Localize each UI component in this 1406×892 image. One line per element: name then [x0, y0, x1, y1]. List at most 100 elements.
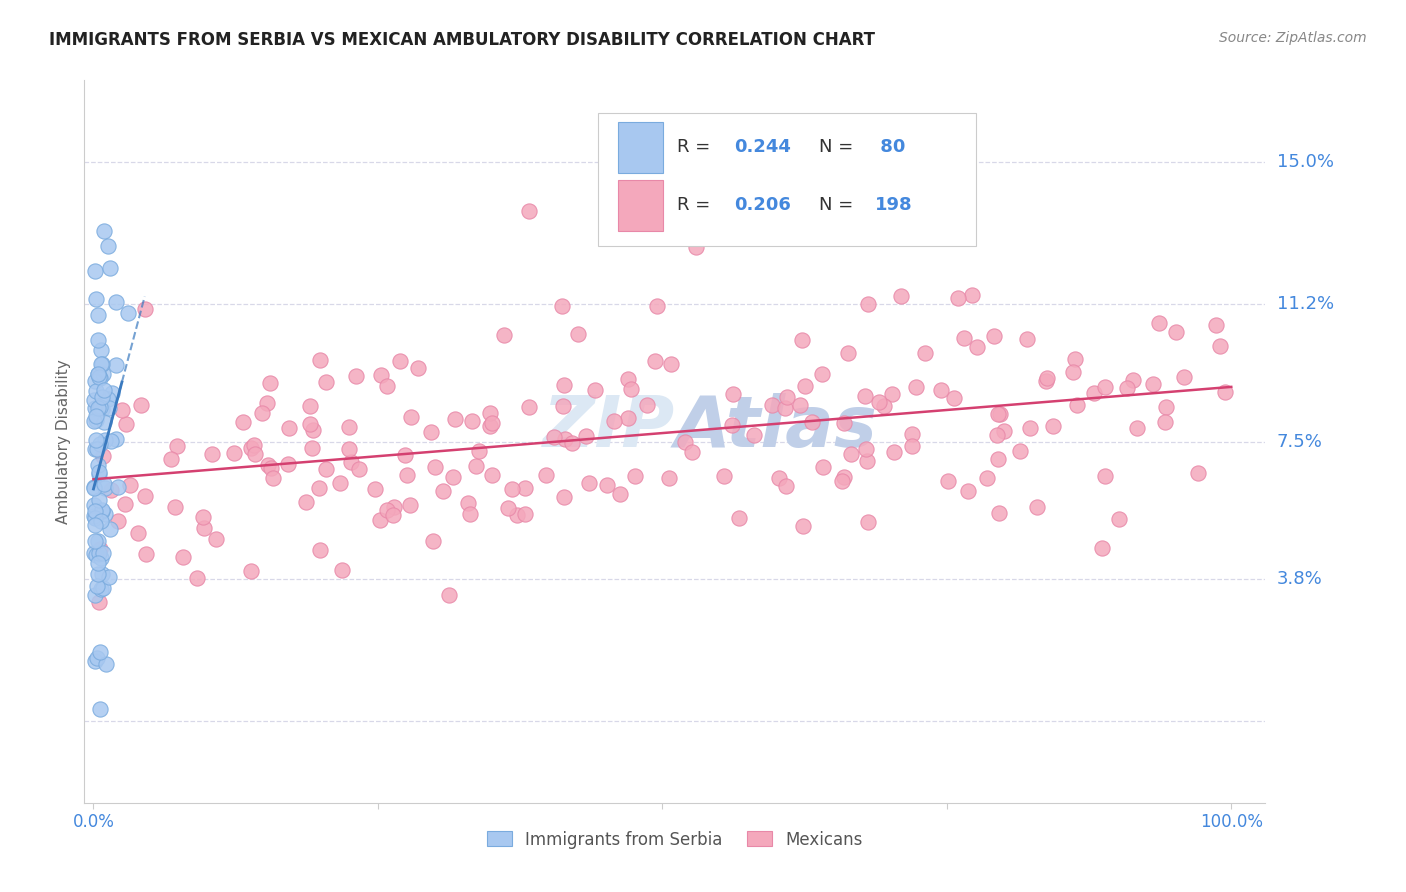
Text: 198: 198 — [875, 195, 912, 213]
Point — [721, 418, 744, 433]
Point — [100, 483, 122, 497]
Point — [114, 497, 136, 511]
Point — [1122, 373, 1144, 387]
Point — [609, 487, 631, 501]
Point — [83, 264, 105, 278]
Point — [91, 401, 114, 416]
Point — [94, 481, 117, 495]
Point — [193, 521, 215, 535]
Point — [811, 367, 834, 381]
Point — [444, 411, 467, 425]
Point — [856, 296, 879, 310]
Point — [441, 470, 464, 484]
Point — [659, 357, 682, 371]
Point — [83, 480, 105, 494]
Point — [900, 440, 922, 454]
Point — [1042, 419, 1064, 434]
Point — [1090, 541, 1112, 555]
Point — [134, 489, 156, 503]
Point — [107, 480, 129, 494]
Point — [623, 468, 645, 483]
Point — [721, 387, 744, 401]
Point — [432, 483, 454, 498]
Point — [256, 458, 278, 472]
Point — [89, 492, 111, 507]
Point — [98, 401, 121, 415]
Point — [1094, 468, 1116, 483]
Text: 80: 80 — [875, 137, 905, 156]
Point — [84, 549, 107, 563]
Point — [309, 353, 332, 368]
Point — [96, 392, 118, 406]
Point — [479, 418, 502, 433]
Point — [496, 500, 519, 515]
Point — [93, 224, 115, 238]
Point — [575, 428, 598, 442]
Point — [561, 436, 583, 450]
Point — [1035, 374, 1057, 388]
Point — [1083, 385, 1105, 400]
Point — [375, 379, 398, 393]
Point — [127, 525, 149, 540]
Point — [93, 383, 115, 397]
Point — [986, 428, 1008, 442]
Point — [83, 508, 105, 523]
Point — [105, 358, 128, 372]
Text: R =: R = — [678, 137, 716, 156]
Point — [636, 398, 658, 412]
Point — [890, 289, 912, 303]
Point — [89, 466, 111, 480]
Point — [1164, 325, 1187, 339]
Point — [84, 533, 107, 548]
Point — [84, 374, 107, 388]
Point — [83, 498, 105, 512]
Point — [1209, 339, 1232, 353]
Point — [111, 403, 134, 417]
Point — [1126, 420, 1149, 434]
Point — [942, 392, 965, 406]
Point — [89, 541, 111, 556]
Point — [673, 434, 696, 449]
Point — [775, 390, 797, 404]
Point — [873, 399, 896, 413]
Point — [953, 331, 976, 345]
Point — [252, 406, 274, 420]
Point — [517, 400, 540, 414]
FancyBboxPatch shape — [598, 112, 976, 246]
Point — [425, 459, 447, 474]
Point — [232, 415, 254, 429]
Point — [89, 371, 111, 385]
Point — [841, 447, 863, 461]
Point — [1035, 371, 1057, 385]
Point — [596, 478, 619, 492]
Point — [87, 368, 110, 382]
Point — [87, 334, 110, 348]
Point — [89, 467, 111, 481]
Point — [856, 454, 879, 468]
Point — [616, 411, 638, 425]
Point — [1147, 316, 1170, 330]
Point — [515, 507, 537, 521]
Point — [98, 260, 121, 275]
Point — [86, 650, 108, 665]
Point — [256, 396, 278, 410]
Point — [583, 383, 606, 397]
Point — [240, 441, 263, 455]
Point — [347, 462, 370, 476]
Y-axis label: Ambulatory Disability: Ambulatory Disability — [56, 359, 72, 524]
Point — [104, 295, 127, 310]
Point — [84, 292, 107, 306]
Point — [883, 444, 905, 458]
Point — [481, 416, 503, 430]
Point — [534, 467, 557, 482]
Point — [224, 446, 246, 460]
Text: 7.5%: 7.5% — [1277, 433, 1323, 450]
Point — [987, 407, 1010, 421]
Point — [1108, 512, 1130, 526]
Point — [685, 240, 707, 254]
Point — [93, 545, 115, 559]
Text: R =: R = — [678, 195, 716, 213]
FancyBboxPatch shape — [619, 122, 664, 173]
Point — [94, 433, 117, 447]
Point — [1066, 398, 1088, 412]
